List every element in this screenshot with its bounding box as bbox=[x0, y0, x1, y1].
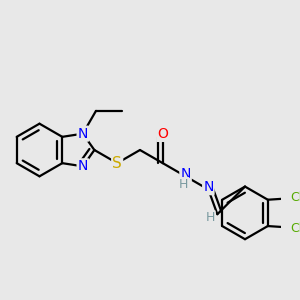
Text: Cl: Cl bbox=[290, 191, 300, 204]
Text: N: N bbox=[203, 180, 214, 194]
Text: H: H bbox=[179, 178, 188, 191]
Text: N: N bbox=[78, 127, 88, 141]
Text: N: N bbox=[78, 159, 88, 173]
Text: S: S bbox=[112, 156, 122, 171]
Text: H: H bbox=[206, 211, 215, 224]
Text: O: O bbox=[157, 127, 168, 141]
Text: Cl: Cl bbox=[290, 222, 300, 235]
Text: N: N bbox=[180, 167, 191, 181]
